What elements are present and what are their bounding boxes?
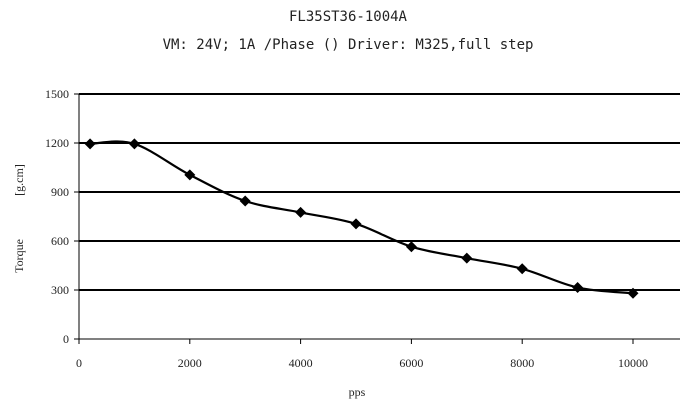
data-point-200 xyxy=(84,138,96,150)
y-tick-label-1200: 1200 xyxy=(45,136,69,150)
data-point-2000 xyxy=(184,169,196,181)
x-tick-label-10000: 10000 xyxy=(618,356,648,370)
x-tick-label-0: 0 xyxy=(76,356,82,370)
tick-labels: 0 300 600 900 1200 1500 0 2000 4000 6000 8000 10000 xyxy=(45,87,648,370)
y-tick-label-300: 300 xyxy=(51,283,69,297)
data-point-6000 xyxy=(405,241,417,253)
y-tick-label-900: 900 xyxy=(51,185,69,199)
data-point-4000 xyxy=(295,206,307,218)
x-tick-label-4000: 4000 xyxy=(289,356,313,370)
x-tick-label-6000: 6000 xyxy=(399,356,423,370)
x-tick-label-8000: 8000 xyxy=(510,356,534,370)
data-markers xyxy=(84,138,639,299)
data-point-7000 xyxy=(461,252,473,264)
data-point-8000 xyxy=(516,263,528,275)
data-point-1000 xyxy=(128,138,140,150)
gridlines xyxy=(79,93,680,291)
data-point-3000 xyxy=(239,195,251,207)
y-axis-unit-label: [g.cm] xyxy=(12,164,26,196)
x-axis-label: pps xyxy=(349,385,366,399)
axes xyxy=(74,93,680,344)
x-tick-label-2000: 2000 xyxy=(178,356,202,370)
y-tick-label-0: 0 xyxy=(63,332,69,346)
y-tick-label-1500: 1500 xyxy=(45,87,69,101)
data-point-9000 xyxy=(572,282,584,294)
chart-title: FL35ST36-1004A xyxy=(289,9,408,25)
y-tick-label-600: 600 xyxy=(51,234,69,248)
y-axis-label: Torque xyxy=(12,239,26,273)
chart-subtitle: VM: 24V; 1A /Phase () Driver: M325,full … xyxy=(163,37,534,53)
data-point-10000 xyxy=(627,287,639,299)
series-line xyxy=(90,140,634,295)
data-point-5000 xyxy=(350,218,362,230)
